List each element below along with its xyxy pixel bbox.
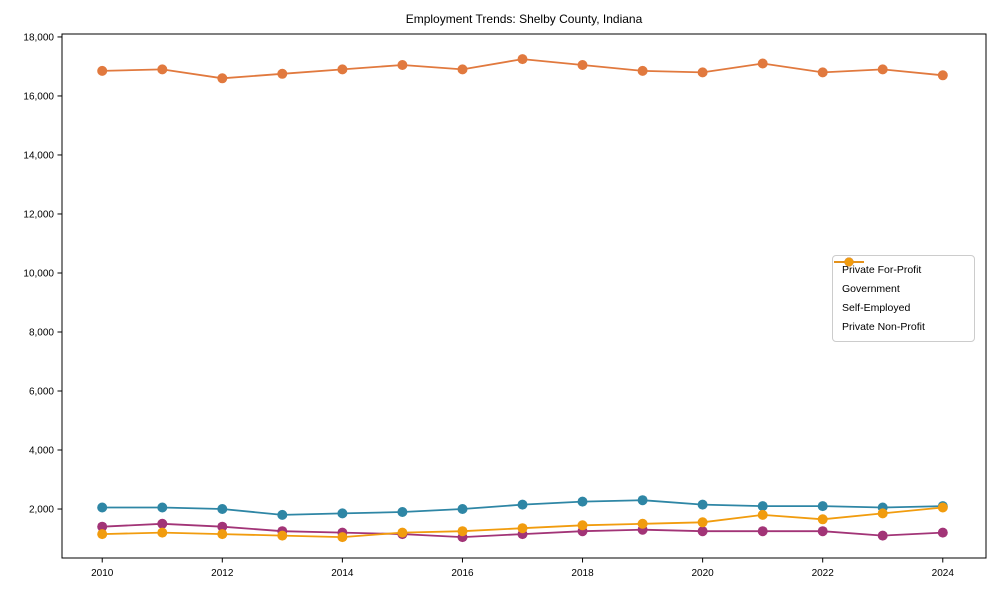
data-point-private-for-profit: [517, 54, 528, 65]
x-tick-label: 2016: [451, 568, 474, 579]
data-point-private-for-profit: [277, 68, 288, 79]
x-tick-label: 2010: [91, 568, 114, 579]
data-point-private-for-profit: [697, 67, 708, 78]
data-point-private-non-profit: [697, 517, 708, 528]
legend-item-government: Government: [834, 257, 967, 299]
data-point-private-for-profit: [97, 65, 108, 76]
data-point-self-employed: [757, 526, 768, 537]
data-point-private-for-profit: [577, 60, 588, 70]
data-point-self-employed: [157, 518, 168, 529]
data-point-self-employed: [97, 521, 108, 532]
data-point-private-non-profit: [757, 509, 768, 520]
data-point-self-employed: [217, 521, 228, 532]
legend-item-private-non-profit: Private Non-Profit: [834, 257, 967, 336]
data-point-private-non-profit: [817, 514, 828, 525]
data-point-private-non-profit: [277, 530, 288, 541]
data-point-government: [397, 507, 408, 517]
data-point-private-non-profit: [517, 523, 528, 534]
y-tick-label: 4,000: [29, 446, 54, 457]
data-point-private-for-profit: [637, 65, 648, 76]
data-point-private-non-profit: [397, 527, 408, 538]
data-point-government: [97, 502, 108, 513]
y-tick-label: 14,000: [23, 150, 54, 161]
legend-label: Private Non-Profit: [842, 320, 925, 333]
data-point-government: [697, 499, 708, 510]
data-point-private-non-profit: [937, 502, 948, 513]
data-point-government: [817, 501, 828, 512]
data-point-government: [757, 501, 768, 512]
legend-label: Self-Employed: [842, 301, 911, 314]
y-tick-label: 16,000: [23, 91, 54, 102]
x-tick-label: 2022: [812, 568, 835, 579]
data-point-private-for-profit: [397, 60, 408, 70]
data-point-private-for-profit: [877, 64, 888, 75]
data-point-government: [217, 504, 228, 514]
data-point-government: [577, 496, 588, 507]
y-tick-label: 8,000: [29, 327, 54, 338]
x-tick-label: 2020: [691, 568, 714, 579]
legend-label: Private For-Profit: [842, 264, 922, 277]
y-tick-label: 2,000: [29, 505, 54, 516]
legend-label: Government: [842, 283, 900, 296]
data-point-private-for-profit: [757, 58, 768, 69]
data-point-self-employed: [877, 530, 888, 541]
data-point-private-non-profit: [457, 526, 468, 537]
data-point-government: [637, 495, 648, 506]
data-point-self-employed: [937, 527, 948, 538]
data-point-private-non-profit: [577, 520, 588, 531]
data-point-private-for-profit: [337, 64, 348, 75]
data-point-government: [337, 508, 348, 519]
data-point-self-employed: [697, 526, 708, 537]
data-point-private-for-profit: [937, 70, 948, 81]
data-point-private-non-profit: [337, 532, 348, 543]
data-point-government: [157, 502, 168, 513]
data-point-private-non-profit: [637, 518, 648, 529]
y-tick-label: 18,000: [23, 32, 54, 43]
data-point-private-for-profit: [157, 64, 168, 75]
data-point-private-for-profit: [817, 67, 828, 78]
data-point-private-non-profit: [157, 527, 168, 538]
data-point-government: [277, 509, 288, 520]
data-point-government: [517, 499, 528, 510]
y-tick-label: 10,000: [23, 268, 54, 279]
legend-dot: [844, 257, 854, 267]
plot-border: [61, 33, 987, 559]
x-tick-label: 2014: [331, 568, 354, 579]
data-point-private-for-profit: [457, 64, 468, 75]
legend-item-self-employed: Self-Employed: [834, 257, 967, 318]
legend: Private For-Profit Government Self-Employe…: [832, 255, 975, 342]
data-point-government: [457, 504, 468, 514]
data-point-private-non-profit: [97, 529, 108, 540]
data-point-private-non-profit: [217, 529, 228, 540]
y-tick-label: 12,000: [23, 209, 54, 220]
data-point-private-for-profit: [217, 73, 228, 84]
legend-marker-icon: [834, 257, 864, 267]
y-tick-label: 6,000: [29, 387, 54, 398]
data-point-private-non-profit: [877, 508, 888, 519]
x-tick-label: 2012: [211, 568, 234, 579]
x-tick-label: 2018: [571, 568, 594, 579]
data-point-self-employed: [817, 526, 828, 537]
chart-title: Employment Trends: Shelby County, Indian…: [405, 12, 643, 26]
x-tick-label: 2024: [932, 568, 955, 579]
